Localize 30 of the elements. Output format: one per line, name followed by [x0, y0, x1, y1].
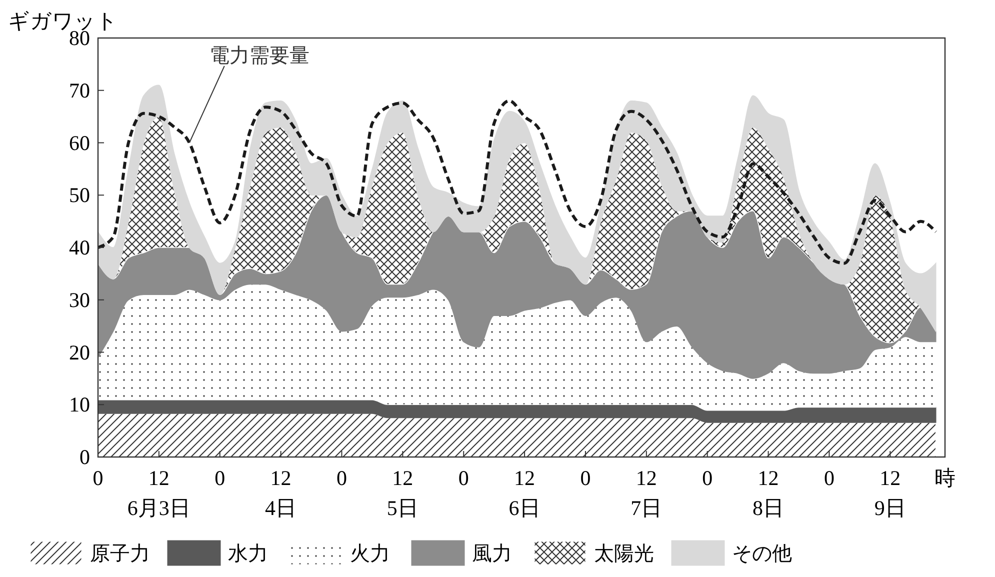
legend-label: 太陽光	[594, 543, 654, 565]
x-tick-label: 0	[214, 466, 226, 490]
x-tick-label: 12 6日	[508, 466, 540, 520]
legend-label: 風力	[472, 543, 512, 565]
x-tick-label: 12 7日	[630, 466, 662, 520]
legend-label: 水力	[228, 543, 268, 565]
x-tick-label: 12 8日	[752, 466, 784, 520]
text: 電力需要量	[209, 45, 310, 67]
y-tick-label: 50	[69, 183, 90, 208]
y-tick-label: 70	[69, 78, 90, 102]
x-tick-label: 12 5日	[386, 466, 418, 520]
x-axis-title: 時	[934, 466, 956, 490]
y-tick-label: 30	[69, 288, 90, 312]
y-tick-label: 0	[80, 445, 90, 469]
x-tick-label: 0	[458, 466, 469, 490]
x-tick-label: 0	[336, 466, 347, 490]
y-tick-label: 60	[69, 130, 90, 155]
line-series	[96, 99, 938, 265]
x-tick-label: 0	[580, 466, 591, 490]
y-tick-label: 20	[69, 340, 90, 364]
legend-label: 火力	[350, 543, 390, 565]
x-tick-label: 12 9日	[874, 466, 906, 520]
y-tick-label: 10	[69, 392, 90, 417]
x-tick-label: 0	[824, 466, 834, 490]
y-tick-label: 40	[69, 236, 90, 260]
x-tick-label: 0	[702, 466, 713, 490]
x-tick-label: 12 4日	[265, 466, 297, 520]
x-tick-label: 12 6月3日	[127, 466, 190, 520]
legend-label: その他	[732, 543, 792, 565]
legend-label: 原子力	[90, 543, 150, 565]
